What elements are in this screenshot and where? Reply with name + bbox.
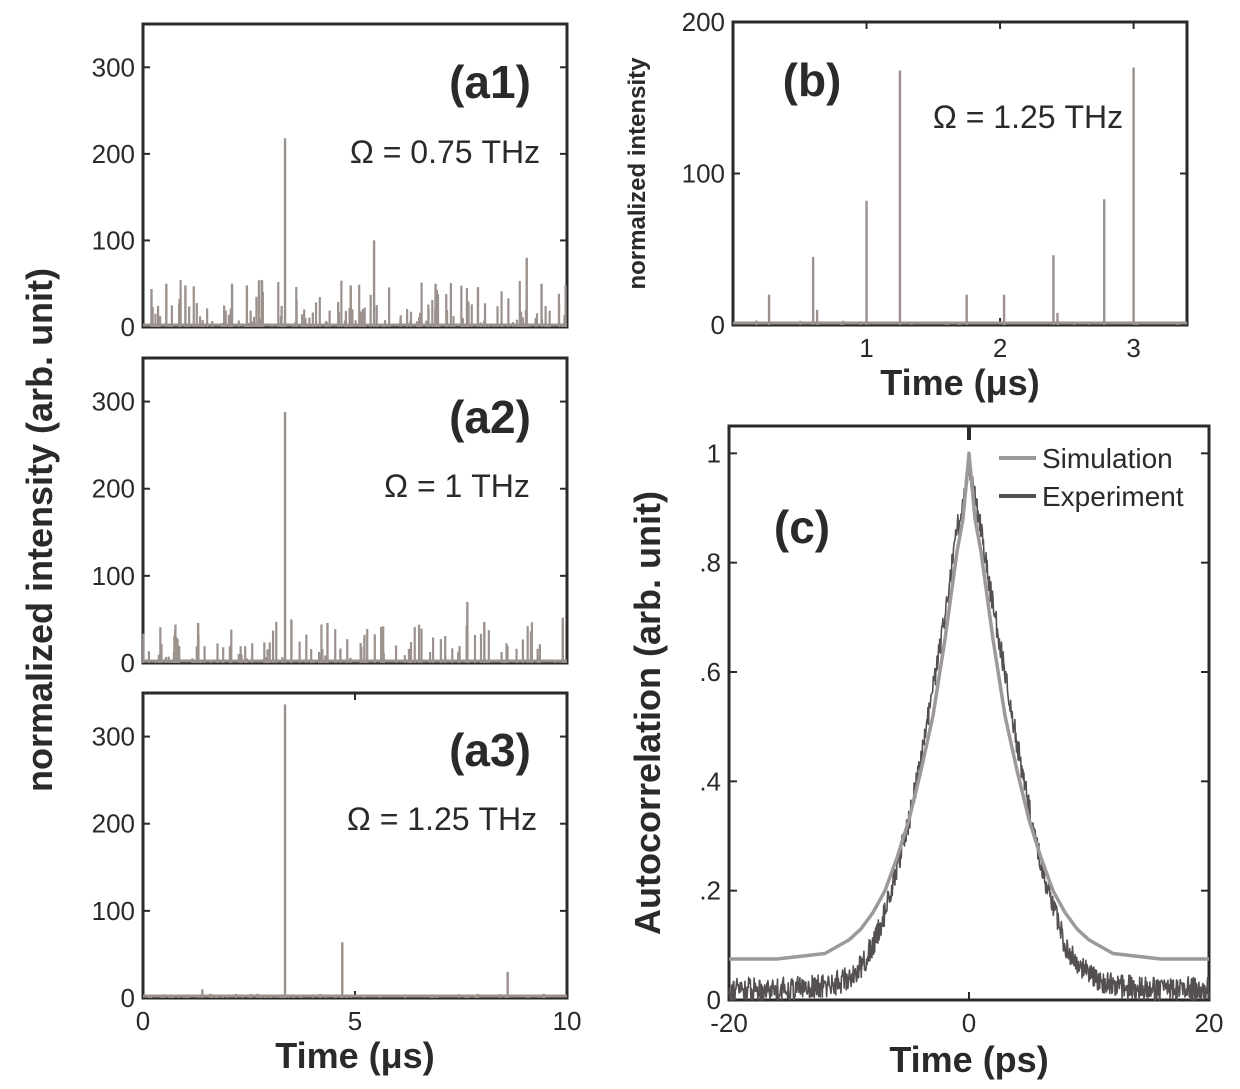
panel-b: 0 100 200 1 2 3 (b) Ω = 1.25 THz Time (μs) normal…: [624, 7, 1189, 403]
x-tick-label: 2: [993, 333, 1007, 363]
legend-label: Experiment: [1042, 481, 1184, 512]
x-axis-title: Time (ps): [889, 1039, 1048, 1080]
x-tick-label: 0: [136, 1006, 150, 1036]
y-tick-label: 300: [92, 722, 135, 752]
panel-label: (a1): [449, 56, 531, 108]
panel-a2: 0 100 200 300 (a2) Ω = 1 THz: [92, 356, 569, 678]
x-tick-label: 0: [962, 1008, 976, 1038]
plot-frame: [141, 356, 569, 665]
omega-annotation: Ω = 1.25 THz: [347, 801, 537, 837]
y-tick-label: 100: [92, 225, 135, 255]
y-tick-label: 200: [92, 809, 135, 839]
y-tick-label: .4: [699, 766, 721, 796]
x-axis-title: Time (μs): [275, 1035, 434, 1076]
bar-series: [143, 704, 567, 998]
omega-annotation: Ω = 1.25 THz: [933, 99, 1123, 135]
bar-series: [143, 138, 567, 327]
y-tick-label: 0: [121, 983, 135, 1013]
shared-y-axis-title: normalized intensity (arb. unit): [19, 268, 60, 792]
bar-series: [733, 67, 1187, 325]
y-tick-label: 200: [92, 139, 135, 169]
y-tick-label: .6: [699, 657, 721, 687]
y-tick-label: 100: [682, 159, 725, 189]
panel-a1: 0 100 200 300 (a1) Ω = 0.75 THz: [92, 22, 569, 342]
panel-c: 0.2.4.6.81-20 0 20SimulationExperiment(c)T…: [627, 424, 1224, 1080]
omega-annotation: Ω = 1 THz: [384, 468, 530, 504]
x-tick-label: -20: [710, 1008, 748, 1038]
bar-series: [142, 412, 568, 663]
legend: Simulation Experiment: [999, 443, 1184, 512]
panel-label: (a2): [449, 391, 531, 443]
y-tick-label: 300: [92, 52, 135, 82]
x-axis-title: Time (μs): [880, 362, 1039, 403]
y-tick-label: 0: [121, 312, 135, 342]
panel-label: (a3): [449, 724, 531, 776]
y-tick-label: 0: [121, 648, 135, 678]
y-tick-label: 1: [707, 438, 721, 468]
series-line-experiment: [728, 468, 1210, 1001]
x-tick-label: 3: [1126, 333, 1140, 363]
y-tick-label: .2: [699, 876, 721, 906]
y-tick-label: 200: [682, 7, 725, 37]
y-axis-title: normalized intensity: [624, 57, 651, 290]
y-tick-label: .8: [699, 548, 721, 578]
y-tick-label: 0: [707, 985, 721, 1015]
y-tick-label: 200: [92, 474, 135, 504]
y-tick-label: 0: [711, 310, 725, 340]
x-tick-label: 10: [553, 1006, 582, 1036]
omega-annotation: Ω = 0.75 THz: [350, 134, 540, 170]
panel-label: (c): [774, 501, 830, 553]
x-tick-label: 5: [348, 1006, 362, 1036]
x-tick-label: 20: [1195, 1008, 1224, 1038]
y-axis-title: Autocorrelation (arb. unit): [627, 491, 668, 935]
x-tick-label: 1: [859, 333, 873, 363]
legend-label: Simulation: [1042, 443, 1173, 474]
panel-a3: 0 100 200 300 0 5 10 (a3) Ω = 1.25 THz Time (μs): [92, 691, 582, 1076]
y-tick-label: 300: [92, 387, 135, 417]
series-line-simulation: [729, 451, 1209, 961]
panel-label: (b): [783, 54, 842, 106]
y-tick-label: 100: [92, 561, 135, 591]
y-tick-label: 100: [92, 896, 135, 926]
